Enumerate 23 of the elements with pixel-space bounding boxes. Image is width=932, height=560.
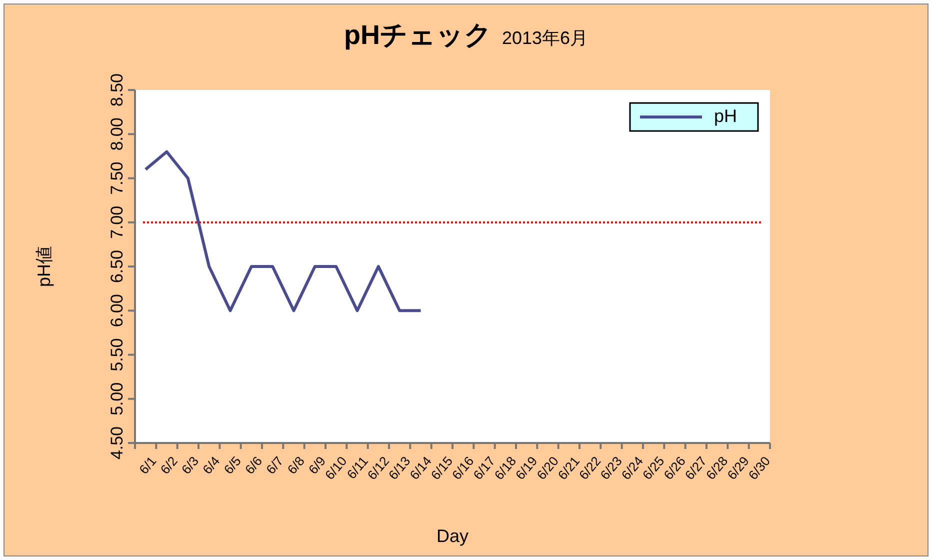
line-series xyxy=(144,150,422,312)
y-axis-title: pH値 xyxy=(34,246,54,288)
y-tick-label: 6.00 xyxy=(107,294,126,328)
x-tick-label: 6/2 xyxy=(157,453,180,477)
y-tick-label: 6.50 xyxy=(107,250,126,284)
chart-title: pHチェック xyxy=(344,20,492,50)
x-tick-label: 6/3 xyxy=(178,453,202,477)
x-tick-label: 6/4 xyxy=(200,453,223,477)
x-axis-title: Day xyxy=(436,526,469,546)
y-tick-label: 7.50 xyxy=(107,162,126,195)
y-tick-label: 7.00 xyxy=(107,206,126,239)
x-tick-label: 6/8 xyxy=(284,453,308,477)
legend-label: pH xyxy=(714,106,738,126)
y-tick-label: 4.50 xyxy=(107,426,126,460)
x-tick-label: 6/5 xyxy=(220,453,244,477)
y-tick-label: 5.00 xyxy=(107,382,126,416)
x-tick-label: 6/1 xyxy=(136,453,160,477)
y-tick-label: 8.00 xyxy=(107,118,126,151)
y-tick-label: 8.50 xyxy=(107,73,126,107)
x-tick-label: 6/7 xyxy=(263,453,286,477)
x-tick-label: 6/6 xyxy=(242,453,266,477)
chart-subtitle: 2013年6月 xyxy=(502,28,588,48)
y-tick-label: 5.50 xyxy=(107,338,126,372)
